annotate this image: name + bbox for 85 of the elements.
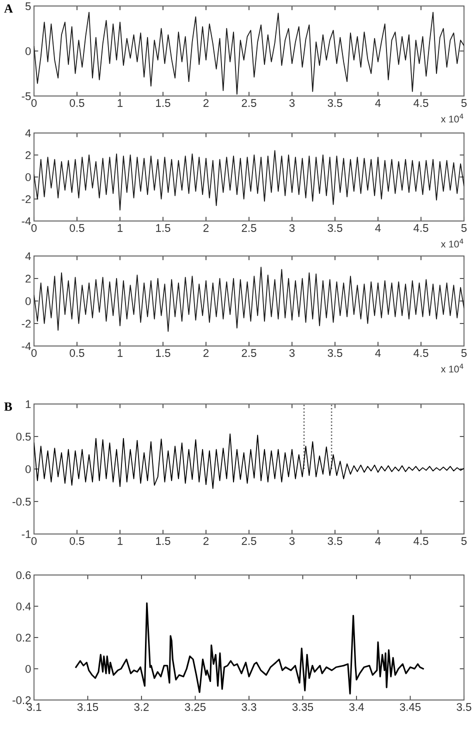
x-tick-label: 1.5 bbox=[156, 537, 170, 545]
x-tick-label: 2.5 bbox=[242, 99, 256, 107]
x-tick-label: 0 bbox=[31, 537, 37, 545]
x-tick-label: 3.4 bbox=[349, 703, 364, 711]
line-series bbox=[34, 266, 464, 332]
y-tick-label: 0 bbox=[25, 47, 31, 56]
x-tick-label: 0.5 bbox=[70, 224, 84, 232]
x-tick-label: 3.3 bbox=[242, 703, 256, 711]
x-tick-label: 1.5 bbox=[156, 349, 170, 357]
y-tick-label: -5 bbox=[22, 92, 31, 100]
x-tick-label: 2.5 bbox=[242, 224, 256, 232]
y-tick-label: 0 bbox=[25, 297, 31, 306]
y-tick-label: -0.5 bbox=[12, 498, 31, 506]
x-tick-label: 2 bbox=[203, 99, 209, 107]
y-tick-label: 4 bbox=[25, 129, 31, 138]
x-tick-label: 1.5 bbox=[156, 224, 170, 232]
x-tick-label: 3.5 bbox=[328, 349, 342, 357]
x-tick-label: 1 bbox=[118, 224, 123, 232]
x-tick-label: 3.5 bbox=[328, 224, 342, 232]
x-tick-label: 3.5 bbox=[328, 99, 342, 107]
x-tick-label: 2 bbox=[203, 537, 209, 545]
y-tick-label: -1 bbox=[22, 530, 31, 538]
x-tick-label: 4.5 bbox=[414, 99, 428, 107]
x-tick-label: 4.5 bbox=[414, 224, 428, 232]
y-tick-label: 1 bbox=[26, 400, 31, 408]
y-tick-label: 0.6 bbox=[16, 571, 31, 580]
y-tick-label: 0 bbox=[25, 173, 31, 182]
x-tick-label: 3.5 bbox=[456, 703, 472, 711]
y-tick-label: 0 bbox=[25, 465, 31, 474]
x-tick-label: 5 bbox=[461, 224, 467, 232]
x-tick-label: 0.5 bbox=[70, 349, 84, 357]
text: x 10$^{4}$ bbox=[440, 114, 464, 123]
line-series bbox=[34, 150, 464, 210]
y-tick-label: 0.4 bbox=[16, 602, 31, 610]
x-tick-label: 3.35 bbox=[292, 703, 314, 711]
x-tick-label: 1 bbox=[118, 99, 123, 107]
y-tick-label: -4 bbox=[22, 217, 31, 226]
x-tick-label: 5 bbox=[461, 349, 467, 357]
y-tick-label: 2 bbox=[26, 151, 31, 160]
x-tick-label: 0.5 bbox=[70, 537, 84, 545]
y-tick-label: 0 bbox=[25, 665, 31, 673]
x-tick-label: 4 bbox=[375, 349, 381, 357]
y-tick-label: -2 bbox=[22, 195, 31, 204]
x-tick-label: 0 bbox=[31, 99, 37, 107]
x-tick-label: 2.5 bbox=[242, 349, 256, 357]
x-tick-label: 3.5 bbox=[328, 537, 342, 545]
x-tick-label: 4.5 bbox=[414, 537, 428, 545]
x-tick-label: 1 bbox=[118, 537, 123, 545]
line-series bbox=[75, 602, 424, 695]
x-tick-label: 1.5 bbox=[156, 99, 170, 107]
text: x 10$^{4}$ bbox=[440, 238, 464, 248]
x-tick-label: 0 bbox=[31, 224, 37, 232]
y-tick-label: 0.5 bbox=[16, 432, 31, 441]
x-tick-label: 2.5 bbox=[242, 537, 256, 545]
text: x 10$^{4}$ bbox=[440, 364, 464, 373]
y-tick-label: 4 bbox=[25, 252, 31, 260]
y-tick-label: -4 bbox=[22, 342, 31, 350]
x-tick-label: 1 bbox=[118, 349, 123, 357]
x-tick-label: 5 bbox=[461, 537, 467, 545]
x-tick-label: 3.25 bbox=[184, 703, 206, 711]
x-tick-label: 0.5 bbox=[70, 99, 84, 107]
x-tick-label: 4 bbox=[375, 224, 381, 232]
x-tick-label: 3.1 bbox=[26, 703, 42, 711]
chart-title: B bbox=[4, 402, 12, 411]
x-tick-label: 4 bbox=[375, 537, 381, 545]
x-tick-label: 3.15 bbox=[77, 703, 98, 711]
x-tick-label: 3 bbox=[289, 537, 295, 545]
y-tick-label: 2 bbox=[26, 274, 31, 283]
y-tick-label: 5 bbox=[25, 2, 31, 10]
y-tick-label: 0.2 bbox=[16, 634, 31, 642]
x-tick-label: 5 bbox=[461, 99, 467, 107]
x-tick-label: 4 bbox=[375, 99, 381, 107]
y-tick-label: -0.2 bbox=[12, 696, 31, 704]
x-tick-label: 3 bbox=[289, 224, 295, 232]
x-tick-label: 3 bbox=[289, 99, 295, 107]
x-tick-label: 4.5 bbox=[414, 349, 428, 357]
x-tick-label: 3 bbox=[289, 349, 295, 357]
x-tick-label: 0 bbox=[31, 349, 37, 357]
x-tick-label: 3.2 bbox=[134, 703, 149, 711]
x-tick-label: 2 bbox=[203, 224, 209, 232]
x-tick-label: 2 bbox=[203, 349, 209, 357]
y-tick-label: -2 bbox=[22, 320, 31, 328]
x-tick-label: 3.45 bbox=[400, 703, 421, 711]
line-series bbox=[34, 433, 464, 489]
chart-title: A bbox=[4, 4, 13, 13]
